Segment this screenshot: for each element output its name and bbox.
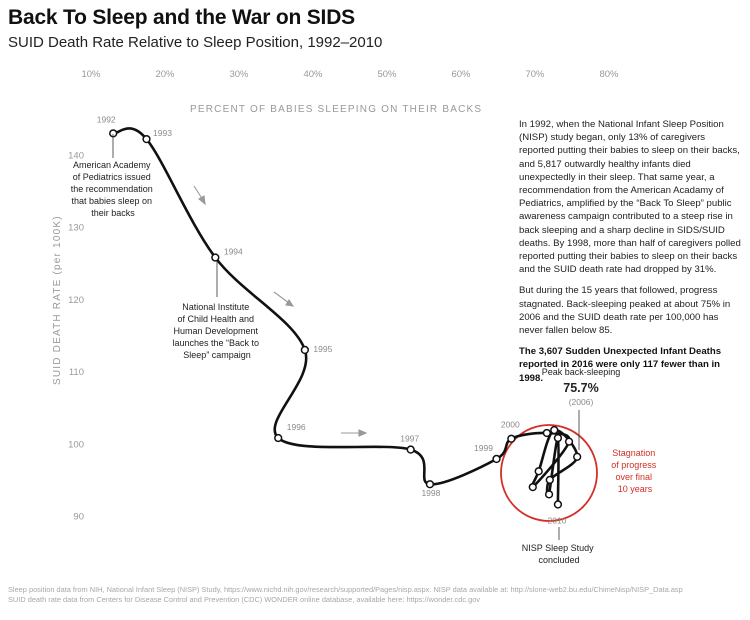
x-tick-label: 10%: [81, 69, 101, 80]
aap-annotation-line: the recommendation: [71, 184, 153, 194]
peak-year: (2006): [569, 397, 594, 407]
nisp-annotation-line: NISP Sleep Study: [522, 543, 594, 553]
data-point: [142, 134, 151, 144]
year-label: 1998: [421, 488, 440, 498]
x-tick-label: 80%: [599, 69, 619, 80]
sidebar-text: In 1992, when the National Infant Sleep …: [519, 118, 741, 393]
year-label: 1992: [97, 114, 116, 124]
x-axis: 10% 20% 30% 40% 50% 60% 70% 80%: [81, 69, 619, 80]
data-point: [507, 434, 516, 443]
year-label: 1995: [313, 344, 332, 354]
nisp-annotation-line: concluded: [538, 555, 579, 565]
data-point: [300, 345, 310, 355]
data-point: [492, 454, 501, 464]
nichd-annotation-line: National Institute: [182, 302, 249, 312]
chart-canvas: 10% 20% 30% 40% 50% 60% 70% 80% PERCENT OF BABI…: [52, 69, 659, 565]
year-label: 1996: [287, 422, 306, 432]
year-label: 2000: [501, 420, 520, 430]
stagnation-circle: [500, 424, 598, 522]
nichd-annotation-line: Sleep” campaign: [183, 350, 251, 360]
data-point: [544, 490, 554, 499]
stagnation-annotation-line: over final: [615, 472, 652, 482]
aap-annotation: American Academy of Pediatrics issued th…: [71, 160, 156, 218]
x-tick-label: 60%: [451, 69, 471, 80]
peak-value: 75.7%: [563, 381, 598, 395]
nichd-annotation-line: Human Development: [173, 326, 258, 336]
nisp-annotation: NISP Sleep Study concluded: [522, 543, 596, 565]
data-point: [545, 475, 554, 485]
x-tick-label: 20%: [155, 69, 175, 80]
year-labels: 1992 1993 1994 1995 1996 1997 1998 1999 2000 2010: [97, 114, 567, 525]
x-tick-label: 30%: [229, 69, 249, 80]
data-point: [550, 425, 559, 435]
aap-annotation-line: that babies sleep on: [71, 196, 152, 206]
data-point: [425, 480, 435, 489]
x-tick-label: 40%: [303, 69, 323, 80]
data-point: [274, 433, 283, 443]
stagnation-annotation-line: 10 years: [618, 484, 653, 494]
y-tick-label: 90: [73, 512, 84, 523]
data-point: [553, 433, 563, 443]
data-point: [553, 500, 563, 509]
year-label: 1999: [474, 443, 493, 453]
sidebar-paragraph: In 1992, when the National Infant Sleep …: [519, 119, 741, 276]
data-point: [542, 428, 551, 438]
data-point: [528, 482, 537, 492]
aap-annotation-line: of Pediatrics issued: [73, 172, 151, 182]
direction-arrow-icon: [341, 429, 368, 437]
year-label: 1994: [224, 247, 243, 257]
y-tick-label: 100: [68, 439, 84, 450]
y-tick-label: 120: [68, 295, 84, 306]
page-subtitle: SUID Death Rate Relative to Sleep Positi…: [8, 34, 383, 51]
x-axis-label: PERCENT OF BABIES SLEEPING ON THEIR BACK…: [190, 104, 482, 115]
stagnation-annotation-line: Stagnation: [612, 448, 655, 458]
aap-annotation-line: American Academy: [73, 160, 151, 170]
peak-label: Peak back-sleeping: [542, 367, 621, 377]
nichd-annotation-line: of Child Health and: [177, 314, 254, 324]
source-footer: Sleep position data from NIH, National I…: [8, 585, 743, 605]
data-point: [573, 452, 582, 461]
y-tick-label: 140: [68, 151, 84, 162]
page-title: Back To Sleep and the War on SIDS: [8, 6, 355, 29]
y-axis-label: SUID DEATH RATE (per 100K): [52, 215, 63, 385]
nichd-annotation-line: launches the “Back to: [172, 338, 259, 348]
year-label: 1993: [153, 128, 172, 138]
y-tick-label: 110: [69, 367, 84, 378]
data-point: [211, 253, 220, 262]
year-label: 2010: [547, 515, 566, 525]
source-line: SUID death rate data from Centers for Di…: [8, 595, 480, 604]
direction-arrow-icon: [193, 185, 206, 206]
aap-annotation-line: their backs: [91, 208, 135, 218]
source-line: Sleep position data from NIH, National I…: [8, 585, 683, 594]
y-axis: 90 100 110 120 130 140: [68, 151, 84, 523]
direction-arrow-icon: [273, 291, 295, 307]
stagnation-annotation-line: of progress: [611, 460, 657, 470]
sidebar-highlight: The 3,607 Sudden Unexpected Infant Death…: [519, 346, 722, 384]
x-tick-label: 50%: [377, 69, 397, 80]
data-point: [534, 467, 543, 476]
data-point: [406, 445, 415, 454]
stagnation-annotation: Stagnation of progress over final 10 yea…: [611, 448, 659, 494]
y-tick-label: 130: [68, 223, 84, 234]
year-label: 1997: [400, 434, 419, 444]
nichd-annotation: National Institute of Child Health and H…: [172, 302, 261, 360]
data-point: [564, 437, 574, 446]
sidebar-paragraph: But during the 15 years that followed, p…: [519, 285, 731, 337]
x-tick-label: 70%: [525, 69, 545, 80]
